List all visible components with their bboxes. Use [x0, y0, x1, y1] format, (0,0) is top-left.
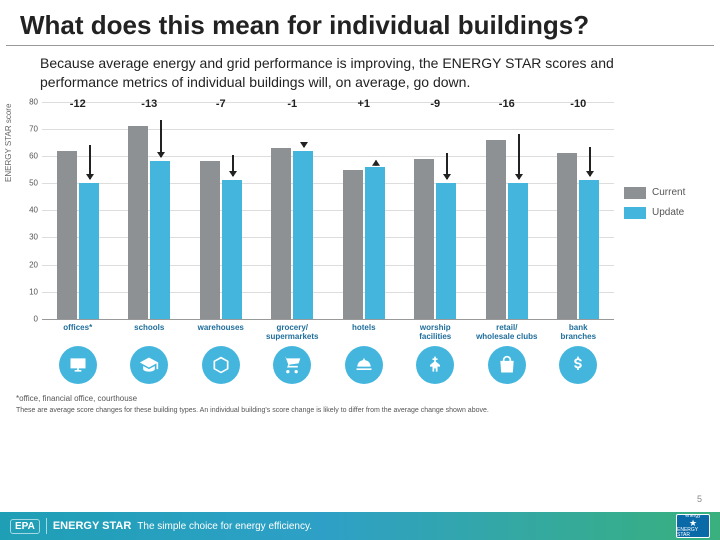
legend-label: Update [652, 207, 684, 218]
bar-current [200, 161, 220, 318]
bar-current [57, 151, 77, 319]
legend-label: Current [652, 187, 685, 198]
bar-update [293, 151, 313, 319]
footer-divider [46, 518, 47, 534]
bar-group: -12 [42, 102, 114, 319]
bar-current [343, 170, 363, 319]
cloche-icon [345, 346, 383, 384]
delta-label: -10 [570, 98, 586, 110]
bar-group: -13 [114, 102, 186, 319]
legend-swatch [624, 207, 646, 219]
page-number: 5 [697, 494, 702, 504]
bar-update [150, 161, 170, 318]
bar-update [508, 183, 528, 319]
footnote: *office, financial office, courthouse [16, 394, 704, 403]
bar-current [486, 140, 506, 319]
legend-item: Update [624, 207, 710, 219]
bar-update [365, 167, 385, 319]
change-arrow-icon [303, 142, 305, 147]
footer-bar: EPA ENERGY STAR The simple choice for en… [0, 512, 720, 540]
change-arrow-icon [160, 120, 162, 157]
bar-group: -1 [257, 102, 329, 319]
bar-current [271, 148, 291, 319]
bag-icon [488, 346, 526, 384]
delta-label: -7 [216, 98, 226, 110]
x-axis-label: warehouses [185, 320, 257, 342]
y-tick: 40 [20, 206, 38, 215]
y-tick: 60 [20, 152, 38, 161]
change-arrow-icon [446, 153, 448, 179]
church-icon [416, 346, 454, 384]
delta-label: -13 [141, 98, 157, 110]
x-axis-label: retail/wholesale clubs [471, 320, 543, 342]
y-tick: 30 [20, 233, 38, 242]
box-icon [202, 346, 240, 384]
bar-group: -10 [543, 102, 615, 319]
epa-logo: EPA [10, 519, 40, 534]
y-tick: 80 [20, 97, 38, 106]
legend-item: Current [624, 187, 710, 199]
chart-legend: Current Update [624, 187, 710, 227]
bar-group: +1 [328, 102, 400, 319]
bar-update [579, 180, 599, 318]
bar-group: -7 [185, 102, 257, 319]
legend-swatch [624, 187, 646, 199]
x-axis-label: hotels [328, 320, 400, 342]
disclaimer-text: These are average score changes for thes… [16, 407, 704, 414]
bar-current [414, 159, 434, 319]
dollar-icon [559, 346, 597, 384]
y-axis-label: ENERGY STAR score [4, 103, 13, 181]
bar-group: -16 [471, 102, 543, 319]
delta-label: -1 [287, 98, 297, 110]
x-axis-label: grocery/supermarkets [257, 320, 329, 342]
bar-current [128, 126, 148, 319]
x-axis-label: bankbranches [543, 320, 615, 342]
delta-label: -12 [70, 98, 86, 110]
page-title: What does this mean for individual build… [6, 0, 714, 46]
energy-star-logo-icon: energy ★ ENERGY STAR [676, 514, 710, 538]
x-axis-label: worshipfacilities [400, 320, 472, 342]
y-tick: 70 [20, 124, 38, 133]
delta-label: -9 [430, 98, 440, 110]
grad-icon [130, 346, 168, 384]
energy-star-chart: ENERGY STAR score 01020304050607080-12-1… [10, 102, 710, 342]
energy-star-brand: ENERGY STAR [53, 520, 131, 532]
bar-current [557, 153, 577, 318]
y-tick: 10 [20, 287, 38, 296]
body-text: Because average energy and grid performa… [0, 46, 720, 98]
y-tick: 50 [20, 179, 38, 188]
change-arrow-icon [518, 134, 520, 179]
bar-update [436, 183, 456, 319]
monitor-icon [59, 346, 97, 384]
y-tick: 0 [20, 314, 38, 323]
delta-label: +1 [357, 98, 370, 110]
change-arrow-icon [89, 145, 91, 180]
change-arrow-icon [232, 155, 234, 176]
y-tick: 20 [20, 260, 38, 269]
cart-icon [273, 346, 311, 384]
footer-tagline: The simple choice for energy efficiency. [137, 521, 312, 532]
delta-label: -16 [499, 98, 515, 110]
category-icons-row [42, 346, 710, 384]
change-arrow-icon [589, 147, 591, 176]
bar-update [222, 180, 242, 318]
change-arrow-icon [375, 161, 377, 166]
x-axis-label: offices* [42, 320, 114, 342]
bar-group: -9 [400, 102, 472, 319]
x-axis-label: schools [114, 320, 186, 342]
bar-update [79, 183, 99, 319]
